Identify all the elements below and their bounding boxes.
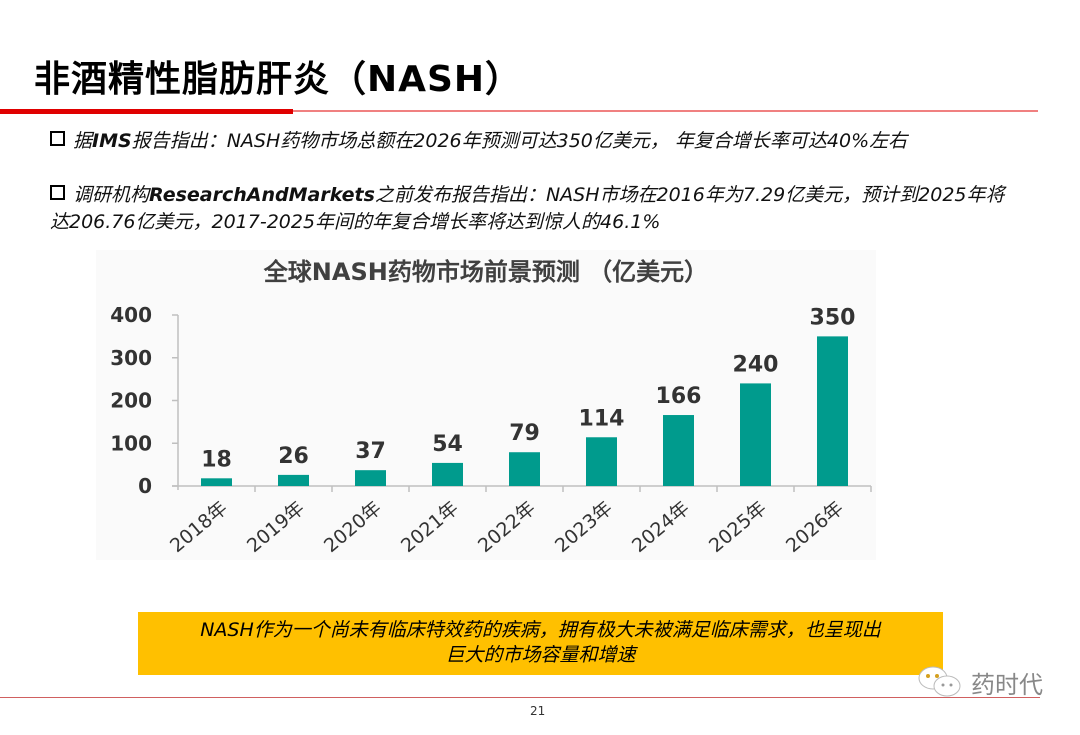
bar: [740, 383, 771, 486]
callout-line-2: 巨大的市场容量和增速: [445, 644, 636, 666]
data-label: 54: [432, 432, 463, 457]
square-bullet-icon: [50, 185, 65, 200]
bar: [201, 478, 232, 486]
square-bullet-icon: [50, 131, 65, 146]
data-label: 26: [278, 444, 309, 469]
bar: [509, 452, 540, 486]
x-tick-label: 2026年: [782, 497, 848, 557]
bullet-bold: ResearchAndMarkets: [149, 184, 375, 206]
bullet-text: 报告指出：NASH药物市场总额在2026年预测可达350亿美元， 年复合增长率可…: [131, 130, 908, 152]
x-tick-label: 2022年: [474, 497, 540, 557]
chart-svg: 全球NASH药物市场前景预测 （亿美元） 0 100 200 300 400 18 2018…: [110, 258, 872, 557]
bullet-text: 之前发布报告指出：NASH市场在2016年为7.29亿美元，预计到2025年将达…: [50, 184, 1005, 233]
bullet-researchandmarkets: 调研机构ResearchAndMarkets之前发布报告指出：NASH市场在20…: [50, 182, 1010, 236]
data-label: 37: [355, 439, 386, 464]
data-label: 166: [656, 384, 702, 409]
wechat-icon: [918, 666, 961, 697]
bullet-prefix: 调研机构: [73, 184, 150, 206]
data-label: 79: [509, 421, 540, 446]
data-label: 350: [810, 305, 856, 330]
bar: [355, 470, 386, 486]
bar: [278, 474, 309, 486]
x-tick-label: 2018年: [166, 497, 232, 557]
slide-title: 非酒精性脂肪肝炎（NASH）: [34, 59, 523, 100]
bar: [586, 437, 617, 486]
bullet-bold: IMS: [92, 130, 132, 152]
y-tick-label: 300: [110, 346, 152, 370]
bar: [663, 415, 694, 486]
watermark: 药时代: [915, 664, 1043, 700]
callout-line-1: NASH作为一个尚未有临床特效药的疾病，拥有极大未被满足临床需求，也呈现出: [200, 619, 881, 641]
x-tick-label: 2021年: [397, 497, 463, 557]
data-label: 114: [579, 406, 625, 431]
title-rule-thick: [0, 109, 293, 114]
callout-box: NASH作为一个尚未有临床特效药的疾病，拥有极大未被满足临床需求，也呈现出 巨大…: [138, 612, 943, 675]
bar: [817, 336, 848, 486]
y-tick-label: 0: [138, 474, 152, 498]
bullet-prefix: 据: [73, 130, 93, 152]
x-tick-label: 2024年: [628, 497, 694, 557]
market-forecast-chart: 全球NASH药物市场前景预测 （亿美元） 0 100 200 300 400 18 2018…: [96, 250, 876, 560]
chart-title: 全球NASH药物市场前景预测 （亿美元）: [263, 258, 708, 286]
y-tick-label: 400: [110, 303, 152, 327]
bar: [432, 462, 463, 486]
y-tick-label: 200: [110, 389, 152, 413]
x-tick-label: 2025年: [705, 497, 771, 557]
data-label: 18: [201, 447, 232, 472]
x-tick-label: 2019年: [243, 497, 309, 557]
x-tick-label: 2020年: [320, 497, 386, 557]
data-label: 240: [733, 352, 779, 377]
footer-rule: [0, 697, 1040, 698]
x-tick-label: 2023年: [551, 497, 617, 557]
watermark-text: 药时代: [971, 670, 1043, 699]
bullet-ims: 据IMS报告指出：NASH药物市场总额在2026年预测可达350亿美元， 年复合…: [50, 128, 1010, 155]
title-rule-thin: [293, 110, 1038, 112]
page-number: 21: [530, 704, 546, 718]
y-tick-label: 100: [110, 431, 152, 455]
